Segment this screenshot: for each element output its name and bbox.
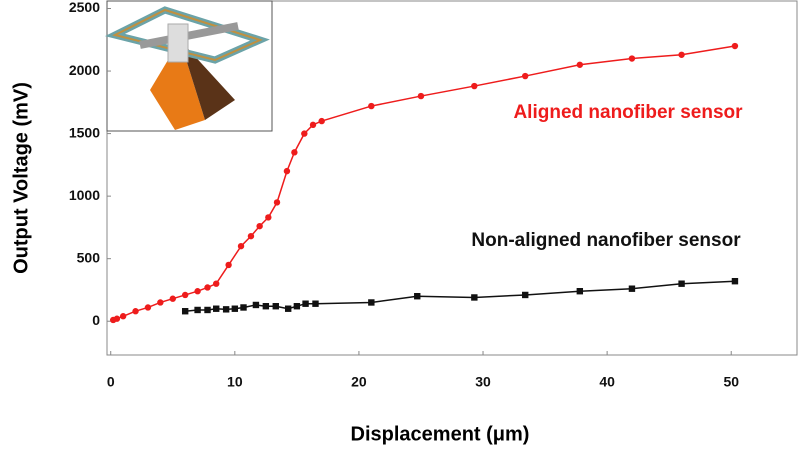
point <box>213 305 220 312</box>
point <box>272 303 279 310</box>
point <box>262 303 270 310</box>
x-tick-label: 10 <box>227 374 243 390</box>
point <box>312 300 319 307</box>
point <box>628 285 636 292</box>
point <box>169 295 176 302</box>
point <box>225 261 232 269</box>
point <box>471 82 478 90</box>
y-tick-label: 1500 <box>69 124 100 140</box>
point <box>181 291 189 299</box>
y-tick-label: 0 <box>92 312 100 328</box>
point <box>231 305 239 312</box>
point <box>522 72 529 80</box>
y-tick-label: 2500 <box>69 0 100 15</box>
x-tick-label: 50 <box>723 374 739 390</box>
point <box>301 130 308 137</box>
y-tick-label: 500 <box>77 249 101 265</box>
y-tick-label: 2000 <box>69 62 100 78</box>
y-tick-label: 1000 <box>69 187 100 203</box>
point <box>240 304 247 311</box>
point <box>237 242 245 250</box>
x-tick-label: 30 <box>475 374 491 390</box>
point <box>678 280 685 287</box>
point <box>522 291 529 299</box>
point <box>283 167 291 175</box>
point <box>576 288 584 295</box>
point <box>256 222 263 230</box>
point <box>181 308 189 315</box>
point <box>368 299 375 306</box>
point <box>628 55 636 62</box>
series-line <box>185 280 735 312</box>
point <box>204 306 211 314</box>
plot-frame <box>106 0 798 356</box>
point <box>471 294 478 301</box>
series-annotation: Aligned nanofiber sensor <box>513 102 743 123</box>
point <box>417 92 425 100</box>
inset-diagram <box>104 0 273 132</box>
point <box>273 199 281 206</box>
point <box>144 304 152 311</box>
point <box>222 306 230 313</box>
point <box>731 277 739 285</box>
x-tick-label: 40 <box>599 374 615 390</box>
point <box>678 51 685 58</box>
point <box>252 301 260 309</box>
point <box>194 306 201 314</box>
point <box>291 149 298 156</box>
point <box>119 313 127 320</box>
point <box>731 42 739 50</box>
point <box>368 102 375 110</box>
point <box>213 280 220 287</box>
point <box>194 288 201 295</box>
point <box>157 299 164 306</box>
x-tick-label: 20 <box>351 374 367 390</box>
series-annotation: Non-aligned nanofiber sensor <box>471 230 741 251</box>
point <box>309 121 317 129</box>
point <box>284 305 292 312</box>
point <box>414 293 421 300</box>
point <box>113 315 121 322</box>
x-axis-label: Displacement (μm) <box>351 423 530 445</box>
point <box>265 214 272 221</box>
point <box>204 284 211 291</box>
point <box>247 232 255 240</box>
point <box>293 303 301 310</box>
x-tick-label: 0 <box>107 374 115 390</box>
y-axis-label: Output Voltage (mV) <box>10 82 32 274</box>
point <box>132 308 139 315</box>
point <box>302 300 309 307</box>
point <box>318 117 325 125</box>
point <box>576 61 584 68</box>
